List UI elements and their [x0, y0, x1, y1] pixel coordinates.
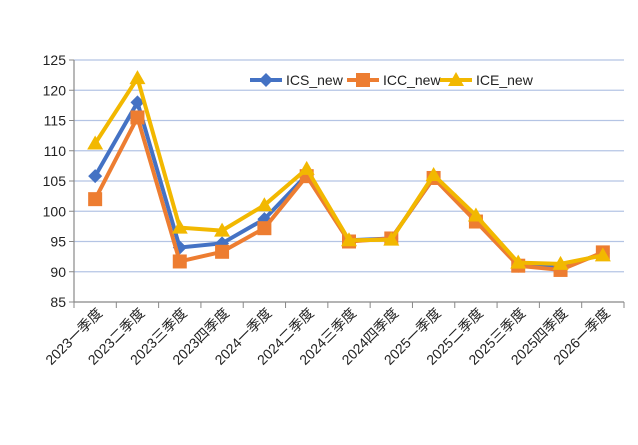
- triangle-marker: [448, 72, 464, 86]
- legend-label: ICE_new: [476, 72, 534, 88]
- y-axis: 85 90 95 100 105 110 115 120 125: [43, 52, 75, 310]
- y-tick-label: 125: [43, 52, 67, 68]
- y-tick-label: 100: [43, 203, 67, 219]
- square-marker: [215, 244, 230, 259]
- square-marker: [172, 254, 187, 269]
- y-tick-label: 105: [43, 173, 67, 189]
- triangle-marker: [298, 160, 315, 175]
- square-marker: [257, 221, 272, 236]
- legend: ICS_new ICC_new ICE_new: [250, 72, 534, 88]
- y-tick-label: 90: [50, 264, 66, 280]
- legend-label: ICS_new: [286, 72, 344, 88]
- y-tick-label: 85: [50, 294, 66, 310]
- triangle-marker: [510, 254, 527, 269]
- legend-item: ICE_new: [440, 72, 534, 88]
- square-marker: [88, 192, 103, 207]
- legend-item: ICC_new: [347, 72, 441, 88]
- y-tick-label: 115: [44, 113, 67, 129]
- x-axis: 2023一季度2023二季度2023三季度2023四季度2024一季度2024二…: [42, 301, 625, 368]
- triangle-marker: [425, 166, 442, 181]
- legend-item: ICS_new: [250, 72, 344, 88]
- diamond-marker: [259, 73, 273, 87]
- triangle-marker: [383, 231, 400, 246]
- triangle-marker: [214, 222, 231, 237]
- series-ICC_new: [88, 110, 610, 277]
- triangle-marker: [87, 135, 104, 150]
- triangle-marker: [171, 219, 188, 234]
- triangle-marker: [341, 232, 357, 247]
- square-marker: [356, 73, 370, 87]
- y-tick-label: 120: [43, 82, 67, 98]
- square-marker: [130, 110, 145, 125]
- diamond-marker: [130, 95, 145, 110]
- y-tick-label: 110: [44, 143, 67, 159]
- series-ICE_new: [87, 70, 611, 270]
- triangle-marker: [552, 255, 569, 270]
- triangle-marker: [129, 70, 146, 85]
- triangle-marker: [256, 197, 273, 212]
- diamond-marker: [88, 169, 103, 184]
- legend-label: ICC_new: [383, 72, 441, 88]
- triangle-marker: [467, 207, 484, 222]
- series-lines: [87, 70, 611, 277]
- triangle-marker: [594, 247, 611, 262]
- y-tick-label: 95: [50, 234, 66, 250]
